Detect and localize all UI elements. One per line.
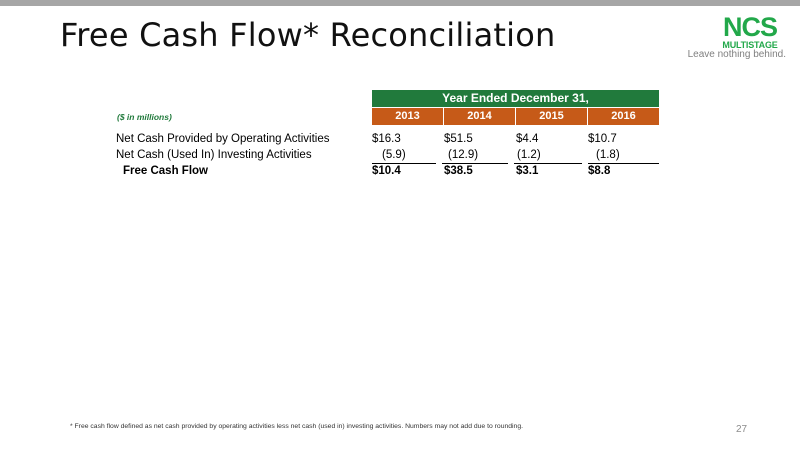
page-number: 27 [736, 424, 748, 435]
subtotal-rule [442, 163, 508, 164]
cell-value: $10.7 [588, 133, 617, 145]
company-logo: NCS MULTISTAGE [712, 14, 788, 64]
footnote: * Free cash flow defined as net cash pro… [70, 423, 523, 430]
year-header-cell: 2014 [443, 108, 515, 125]
cell-value: $4.4 [516, 133, 539, 145]
cell-value: $16.3 [372, 133, 401, 145]
subtotal-rule [372, 163, 436, 164]
cell-value: (1.8) [596, 149, 620, 161]
subtotal-rule [588, 163, 659, 164]
year-header-cell: 2016 [587, 108, 659, 125]
cell-value: $3.1 [516, 165, 539, 177]
cell-value: $10.4 [372, 165, 401, 177]
row-label: Net Cash (Used In) Investing Activities [116, 149, 312, 161]
cell-value: (1.2) [517, 149, 541, 161]
cell-value: $38.5 [444, 165, 473, 177]
row-label: Net Cash Provided by Operating Activitie… [116, 133, 330, 145]
logo-tagline: Leave nothing behind. [687, 49, 786, 60]
logo-subtitle: MULTISTAGE [722, 40, 778, 50]
year-ended-header: Year Ended December 31, [372, 90, 659, 107]
row-label: Free Cash Flow [123, 165, 208, 177]
cell-value: (12.9) [448, 149, 479, 161]
cell-value: $8.8 [588, 165, 611, 177]
year-header-cell: 2013 [395, 110, 420, 122]
cell-value: (5.9) [382, 149, 406, 161]
year-header-cell: 2015 [515, 108, 587, 125]
slide-title: Free Cash Flow* Reconciliation [60, 16, 556, 54]
years-header-row: 2013 2014 2015 2016 [372, 108, 659, 125]
cell-value: $51.5 [444, 133, 473, 145]
logo-wordmark: NCS [722, 12, 778, 42]
subtotal-rule [514, 163, 582, 164]
units-label: ($ in millions) [117, 112, 172, 122]
top-accent-bar [0, 0, 800, 6]
